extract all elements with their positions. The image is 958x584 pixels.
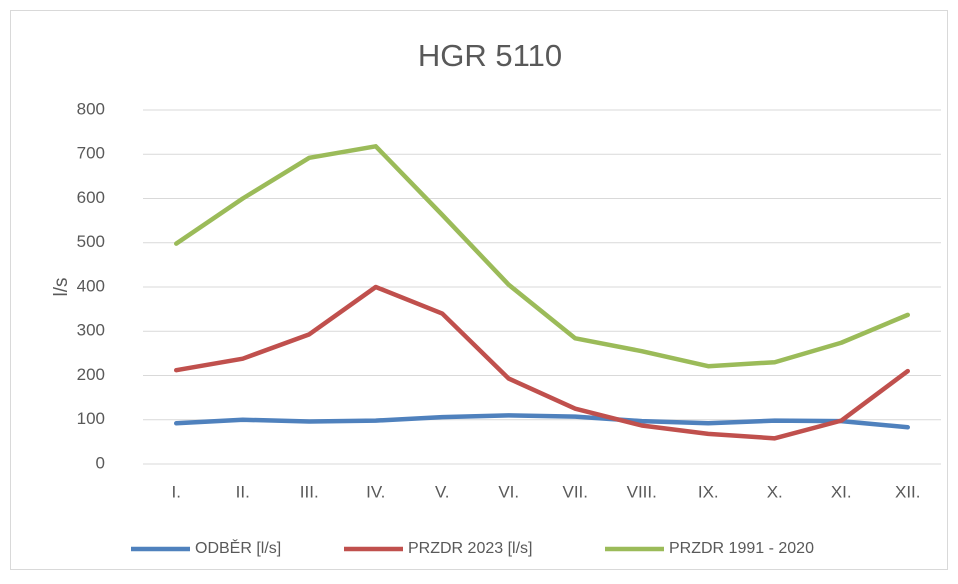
y-tick-label: 200 [77, 365, 105, 384]
y-tick-label: 400 [77, 276, 105, 295]
series-line [174, 284, 910, 441]
x-tick-label: III. [300, 482, 319, 501]
x-tick-label: IV. [366, 482, 385, 501]
x-tick-label: VI. [498, 482, 519, 501]
x-tick-label: XII. [895, 482, 921, 501]
chart-title: HGR 5110 [418, 38, 562, 73]
x-tick-label: I. [172, 482, 181, 501]
x-tick-label: X. [767, 482, 783, 501]
x-tick-label: IX. [698, 482, 719, 501]
y-tick-label: 600 [77, 188, 105, 207]
y-tick-label: 500 [77, 232, 105, 251]
x-tick-label: V. [435, 482, 450, 501]
legend-label: ODBĚR [l/s] [195, 538, 281, 557]
y-tick-label: 0 [96, 453, 105, 472]
x-tick-label: VII. [562, 482, 588, 501]
legend-label: PRZDR 1991 - 2020 [669, 540, 814, 557]
y-tick-label: 300 [77, 321, 105, 340]
y-tick-label: 100 [77, 409, 105, 428]
legend-label: PRZDR 2023 [l/s] [408, 540, 532, 557]
y-axis-label: l/s [51, 278, 72, 297]
x-tick-label: VIII. [627, 482, 657, 501]
series-line [174, 413, 910, 430]
x-tick-label: XI. [831, 482, 852, 501]
y-tick-label: 700 [77, 144, 105, 163]
x-tick-label: II. [236, 482, 250, 501]
series-line [174, 144, 910, 369]
y-tick-label: 800 [77, 99, 105, 118]
chart-border [10, 10, 948, 570]
